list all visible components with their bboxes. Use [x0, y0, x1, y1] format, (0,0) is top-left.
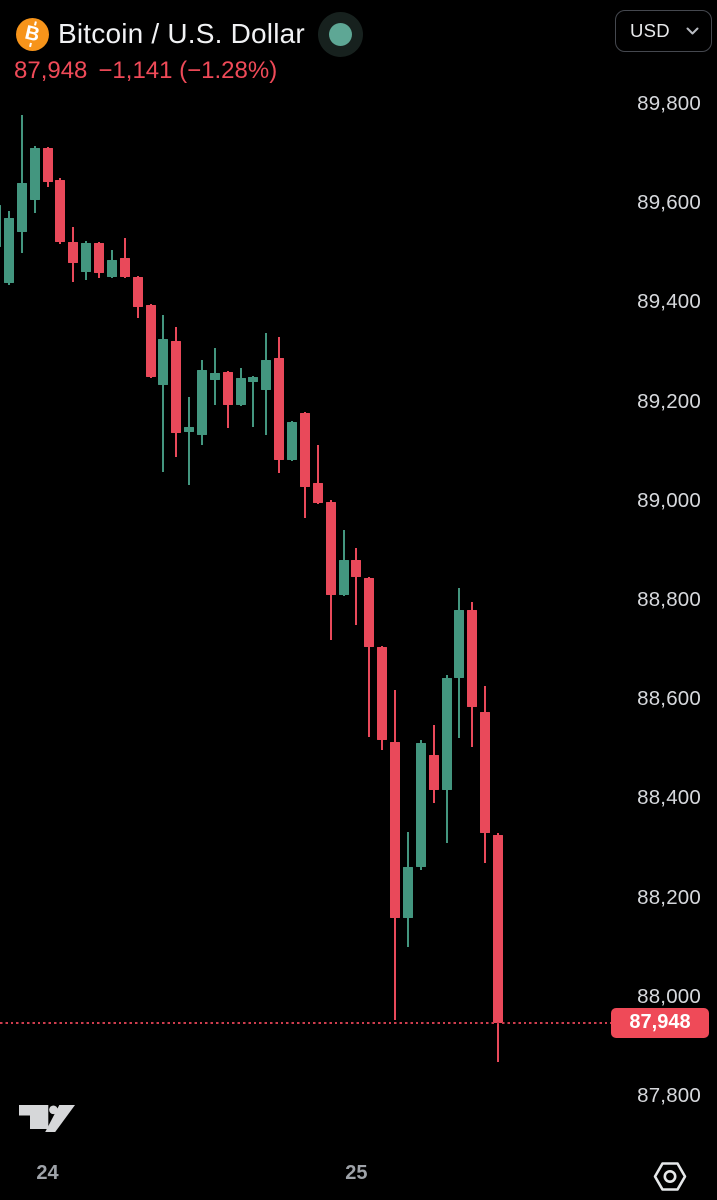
- candle-body-up: [209, 372, 220, 380]
- candle-wick: [188, 397, 191, 485]
- price-tick-label: 89,200: [637, 389, 701, 413]
- gear-icon: [653, 1162, 687, 1191]
- time-tick-label: 25: [345, 1162, 368, 1184]
- price-tick-label: 88,000: [637, 984, 701, 1008]
- price-tick-label: 89,800: [637, 92, 701, 115]
- candle-body-up: [29, 148, 40, 201]
- candle-body-down: [351, 559, 362, 578]
- candle-body-down: [377, 647, 388, 740]
- price-tick-label: 89,400: [637, 290, 701, 314]
- candle-body-down: [68, 241, 79, 264]
- candle-body-down: [119, 257, 130, 278]
- candle-body-down: [312, 482, 323, 503]
- bitcoin-icon: B: [16, 17, 49, 51]
- candle-body-up: [261, 359, 272, 391]
- candle-wick: [162, 314, 165, 472]
- tradingview-logo[interactable]: [18, 1101, 76, 1140]
- candle-body-down: [94, 242, 104, 274]
- tradingview-logo-icon: [19, 1105, 75, 1132]
- candle-wick: [355, 547, 358, 625]
- candle-body-down: [493, 835, 503, 1023]
- candle-body-up: [106, 260, 117, 278]
- candle-body-down: [222, 371, 233, 405]
- candle-body-up: [81, 242, 92, 273]
- settings-button[interactable]: [652, 1160, 688, 1194]
- candle-body-down: [467, 609, 478, 708]
- candle-body-down: [325, 501, 336, 595]
- symbol-title: Bitcoin / U.S. Dollar: [58, 18, 305, 49]
- candle-body-up: [158, 339, 169, 385]
- candle-body-up: [184, 426, 195, 432]
- last-price: 87,948: [14, 57, 88, 84]
- candle-body-up: [235, 377, 246, 406]
- candle-body-down: [55, 179, 66, 242]
- market-status-indicator: [317, 11, 363, 57]
- candle-body-up: [197, 369, 207, 435]
- candle-body-down: [299, 413, 310, 487]
- candle-body-down: [145, 304, 156, 377]
- last-price-tag: 87,948: [611, 1007, 709, 1038]
- chart-surface[interactable]: [0, 0, 611, 1200]
- time-tick-label: 24: [36, 1162, 59, 1184]
- price-tick-label: 88,800: [637, 588, 701, 611]
- candle-body-down: [171, 341, 182, 433]
- price-tick-label: 88,600: [637, 687, 701, 711]
- time-axis[interactable]: 24 25: [0, 1160, 611, 1194]
- price-axis[interactable]: 87,948 89,800 89,600 89,400 89,200 89,000 88,…: [611, 0, 717, 1200]
- candle-body-down: [480, 712, 491, 834]
- symbol-title-row: B Bitcoin / U.S. Dollar: [16, 11, 363, 57]
- candle-wick: [252, 375, 255, 427]
- candle-body-up: [415, 742, 426, 867]
- price-tick-label: 88,200: [637, 885, 701, 909]
- candle-body-up: [338, 559, 349, 595]
- price-tick-label: 88,400: [637, 786, 701, 810]
- price-tick-label: 87,800: [637, 1084, 701, 1107]
- candle-body-down: [390, 741, 400, 918]
- currency-label: USD: [630, 20, 670, 41]
- candle-body-down: [364, 578, 375, 648]
- candle-body-up: [441, 677, 452, 790]
- candle-body-up: [248, 376, 259, 382]
- candle-body-up: [3, 218, 14, 284]
- candle-body-down: [428, 754, 439, 790]
- chevron-down-icon: [686, 27, 699, 35]
- price-change: −1,141 (−1.28%): [98, 57, 278, 84]
- candle-body-up: [0, 205, 1, 247]
- price-tick-label: 89,000: [637, 488, 701, 512]
- candle-body-up: [287, 421, 298, 461]
- candle-body-down: [42, 148, 53, 182]
- candle-wick: [368, 577, 371, 737]
- candle-body-up: [454, 609, 465, 678]
- candle-body-up: [402, 866, 413, 918]
- candle-body-up: [16, 182, 27, 232]
- candle-body-down: [274, 358, 285, 461]
- candle-body-down: [132, 277, 143, 307]
- price-tick-label: 89,600: [637, 191, 701, 215]
- candle-wick: [316, 445, 319, 504]
- currency-selector-button[interactable]: USD: [615, 10, 712, 52]
- market-open-dot: [328, 22, 352, 46]
- last-price-line: [0, 1021, 612, 1024]
- price-row: 87,948 −1,141 (−1.28%): [14, 57, 277, 85]
